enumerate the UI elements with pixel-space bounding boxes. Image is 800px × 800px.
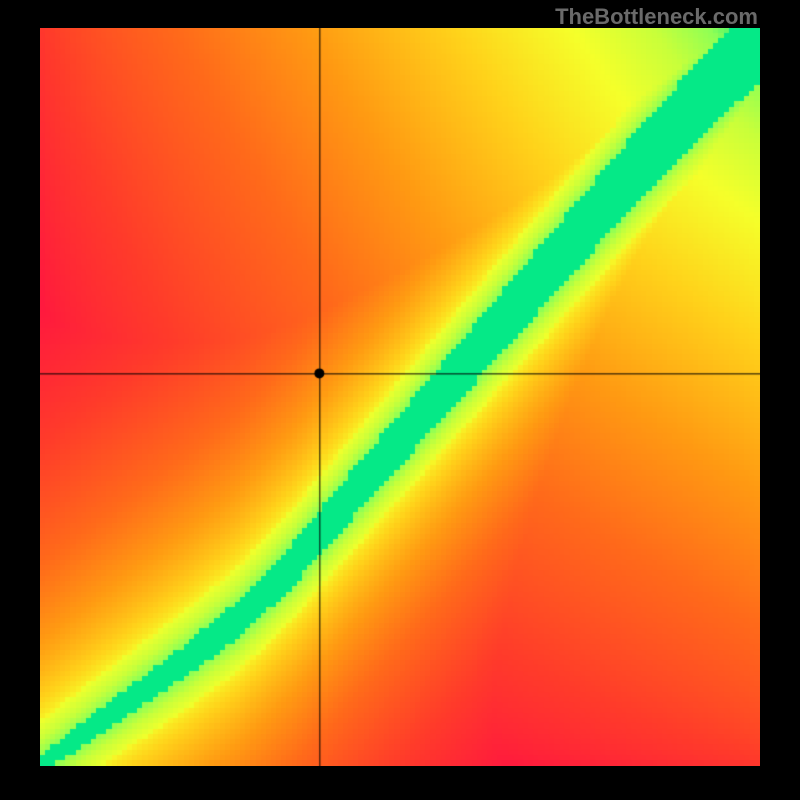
watermark-text: TheBottleneck.com xyxy=(555,4,758,30)
bottleneck-heatmap xyxy=(40,28,760,766)
chart-container: TheBottleneck.com xyxy=(0,0,800,800)
